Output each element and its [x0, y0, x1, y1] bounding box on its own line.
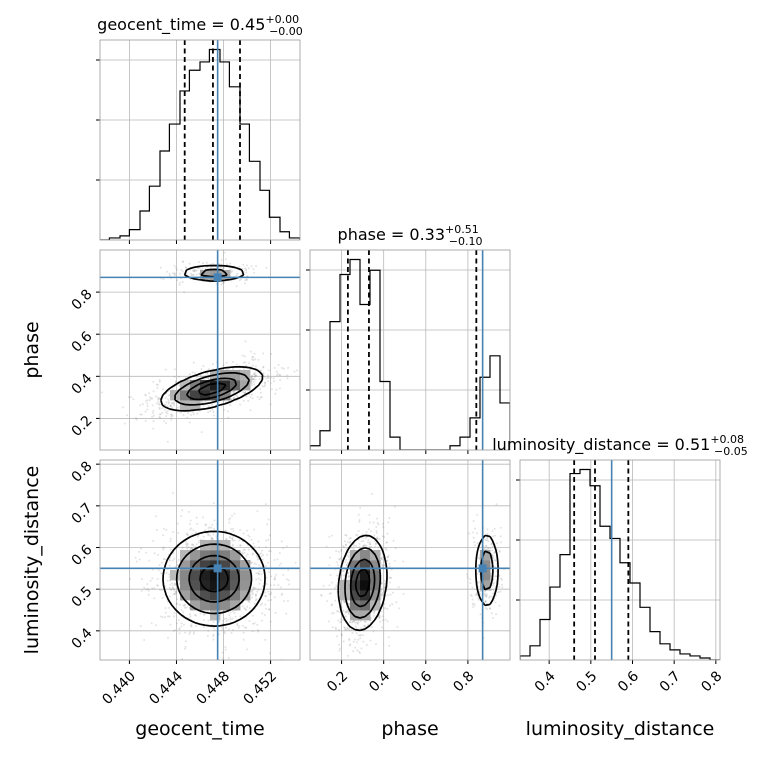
- x-tick-label: 0.6: [615, 668, 642, 695]
- contour-line: [162, 530, 266, 627]
- y-tick-label: 0.5: [69, 584, 96, 611]
- title-upper-error: +0.51: [445, 223, 479, 236]
- truth-marker: [213, 273, 222, 282]
- x-axis-label-geocent_time: geocent_time: [135, 718, 264, 740]
- title-lower-error: −0.10: [449, 235, 483, 248]
- x-tick-label: 0.5: [573, 668, 600, 695]
- density-contours: [159, 264, 264, 412]
- contour-line: [354, 568, 371, 598]
- y-tick-label: 0.8: [69, 459, 96, 486]
- title-value: luminosity_distance = 0.51: [492, 435, 710, 455]
- title-upper-error: +0.08: [710, 433, 744, 446]
- x-axis-label-phase: phase: [381, 718, 438, 740]
- histogram-phase: [310, 258, 510, 450]
- axis-annotations: 0.440 0.444 0.448 0.452 geocent_time 0.2 0.4 0.…: [21, 286, 725, 740]
- x-tick-label: 0.444: [146, 668, 186, 708]
- title-value: phase = 0.33: [338, 225, 445, 244]
- hist-panel-phase: phase = 0.33+0.51 −0.10: [306, 223, 511, 454]
- hist-panel-luminosity_distance: luminosity_distance = 0.51+0.08 −0.05: [492, 433, 748, 664]
- x-tick-label: 0.2: [324, 668, 351, 695]
- x-tick-label: 0.6: [408, 668, 435, 695]
- title-lower-error: −0.00: [269, 25, 303, 38]
- x-axis-label-luminosity_distance: luminosity_distance: [526, 718, 715, 740]
- title-luminosity_distance: luminosity_distance = 0.51+0.08 −0.05: [492, 433, 748, 458]
- density-contours: [162, 530, 266, 627]
- truth-marker: [213, 564, 222, 573]
- panel-frame: [519, 459, 721, 661]
- truth-marker: [478, 564, 487, 573]
- title-upper-error: +0.00: [265, 13, 299, 26]
- panel-luminosity_distance-vs-geocent_time: [96, 459, 301, 664]
- y-tick-label: 0.2: [69, 413, 96, 440]
- x-tick-label: 0.440: [99, 668, 139, 708]
- x-tick-label: 0.7: [657, 668, 684, 695]
- y-axis-label-luminosity_distance: luminosity_distance: [21, 466, 43, 655]
- panel-frame: [309, 459, 511, 661]
- contour-line: [337, 534, 499, 632]
- panel-phase-vs-geocent_time: [96, 249, 301, 454]
- contour-line: [349, 558, 376, 608]
- x-tick-label: 0.8: [450, 668, 477, 695]
- title-lower-error: −0.05: [714, 445, 748, 458]
- panel-frame: [99, 249, 301, 451]
- y-tick-label: 0.6: [69, 328, 96, 355]
- panel-luminosity_distance-vs-phase: [309, 459, 511, 664]
- title-value: geocent_time = 0.45: [97, 15, 265, 35]
- x-tick-label: 0.448: [193, 668, 233, 708]
- density-shading: [170, 270, 251, 411]
- title-phase: phase = 0.33+0.51 −0.10: [338, 223, 483, 248]
- y-tick-label: 0.4: [69, 625, 96, 652]
- x-tick-label: 0.452: [241, 668, 281, 708]
- panel-frame: [99, 39, 301, 241]
- panel-frame: [309, 249, 511, 451]
- x-tick-label: 0.4: [366, 668, 393, 695]
- density-contours: [337, 534, 499, 632]
- x-tick-label: 0.4: [532, 668, 559, 695]
- y-tick-label: 0.7: [69, 500, 96, 527]
- y-tick-label: 0.8: [69, 286, 96, 313]
- x-tick-label: 0.8: [698, 668, 725, 695]
- y-axis-label-phase: phase: [21, 321, 43, 378]
- contour-line: [175, 543, 253, 615]
- title-geocent_time: geocent_time = 0.45+0.00 −0.00: [97, 13, 303, 38]
- y-tick-label: 0.4: [69, 371, 96, 398]
- panel-frame: [99, 459, 301, 661]
- y-tick-label: 0.6: [69, 542, 96, 569]
- histogram-geocent_time: [100, 48, 300, 240]
- histogram-luminosity_distance: [520, 468, 720, 660]
- hist-panel-geocent_time: geocent_time = 0.45+0.00 −0.00: [96, 13, 303, 244]
